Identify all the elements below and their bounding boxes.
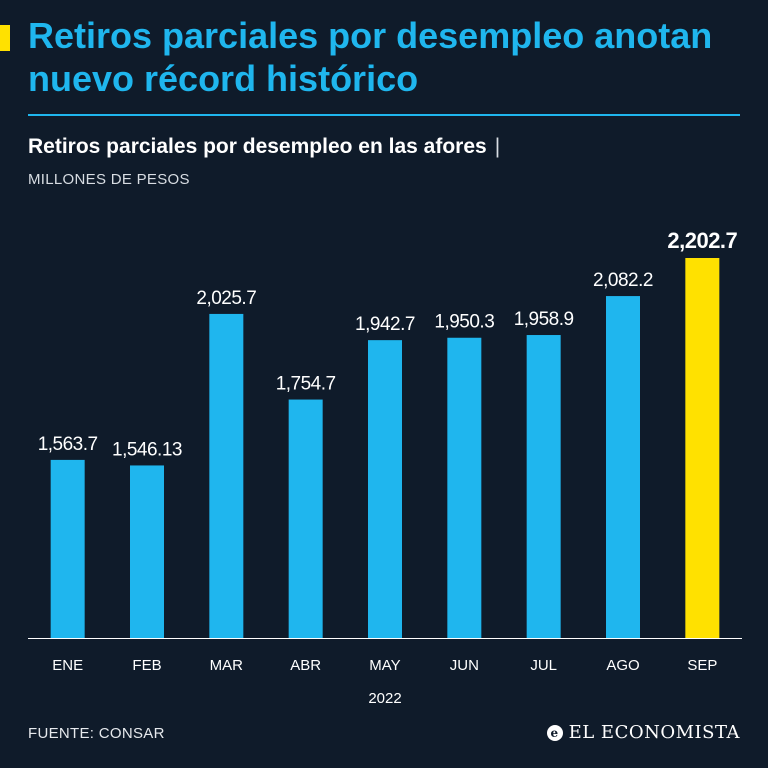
x-tick-ago: AGO	[606, 657, 639, 674]
bar-abr	[288, 399, 323, 638]
data-label-jul: 1,958.9	[514, 309, 574, 330]
source-note: FUENTE: CONSAR	[28, 725, 165, 742]
x-tick-feb: FEB	[132, 657, 161, 674]
bar-jun	[447, 337, 482, 638]
bar-feb	[130, 465, 164, 638]
x-tick-jul: JUL	[530, 657, 557, 674]
unit-label: MILLONES DE PESOS	[28, 171, 190, 188]
chart-subtitle: Retiros parciales por desempleo en las a…	[28, 135, 500, 159]
data-label-mar: 2,025.7	[196, 288, 256, 309]
x-tick-may: MAY	[369, 657, 400, 674]
x-tick-abr: ABR	[290, 657, 321, 674]
x-tick-mar: MAR	[210, 657, 244, 674]
bar-mar	[209, 313, 244, 638]
e-logo-icon: e	[546, 724, 563, 741]
bar-ene	[50, 459, 85, 638]
data-label-sep: 2,202.7	[667, 228, 737, 253]
accent-bar	[0, 25, 10, 51]
x-axis-label: 2022	[368, 690, 401, 707]
bar-sep	[685, 258, 720, 638]
chart-subtitle-text: Retiros parciales por desempleo en las a…	[28, 135, 487, 158]
brand-logo: e EL ECONOMISTA	[546, 722, 740, 743]
data-label-jun: 1,950.3	[434, 312, 494, 333]
headline: Retiros parciales por desempleo anotan n…	[28, 15, 713, 99]
title-divider	[28, 114, 740, 116]
data-label-abr: 1,754.7	[276, 374, 336, 395]
data-label-ago: 2,082.2	[593, 270, 653, 291]
brand-name: EL ECONOMISTA	[568, 722, 740, 743]
data-label-may: 1,942.7	[355, 314, 415, 335]
x-tick-ene: ENE	[52, 657, 83, 674]
x-tick-sep: SEP	[687, 657, 717, 674]
data-label-ene: 1,563.7	[38, 434, 98, 455]
data-label-feb: 1,546.13	[112, 439, 182, 460]
x-tick-jun: JUN	[450, 657, 479, 674]
subtitle-separator: |	[494, 135, 501, 158]
bar-may	[368, 340, 402, 638]
bar-jul	[526, 335, 561, 638]
bar-ago	[606, 296, 640, 638]
